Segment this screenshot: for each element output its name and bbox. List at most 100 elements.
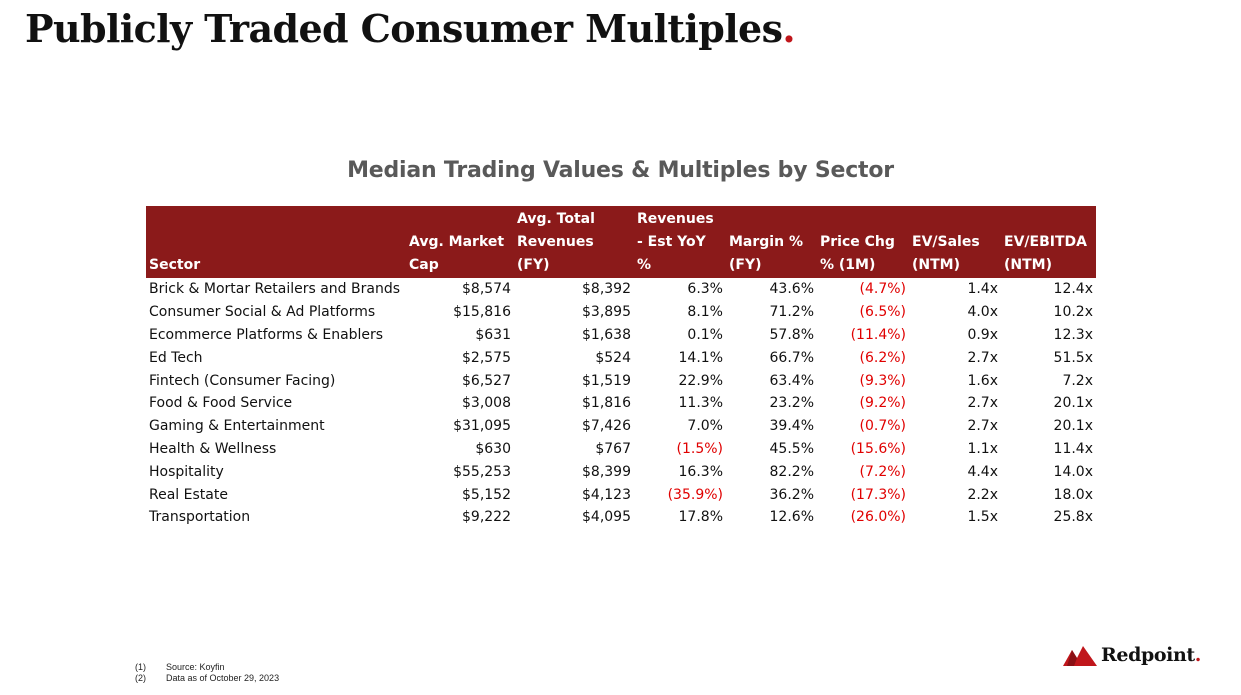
header-market-cap: Avg. Market Cap <box>406 206 514 278</box>
header-price-chg: Price Chg % (1M) <box>817 206 909 278</box>
cell-ev-sales: 1.5x <box>967 509 998 526</box>
cell-ev-ebitda: 7.2x <box>1062 372 1093 389</box>
cell-ev-ebitda: 11.4x <box>1053 440 1093 457</box>
cell-rev-yoy: (1.5%) <box>676 440 724 457</box>
cell-ev-sales: 1.6x <box>967 372 998 389</box>
cell-market-cap: $31,095 <box>453 418 511 435</box>
cell-margin: 39.4% <box>769 418 814 435</box>
cell-rev-yoy: 7.0% <box>687 418 723 435</box>
redpoint-mountain-icon <box>1063 646 1097 666</box>
table-row: Brick & Mortar Retailers and Brands $8,57… <box>146 278 1096 301</box>
table-row: Ed Tech $2,575 $524 14.1% 66.7% (6.2%) 2.7x 51.… <box>146 346 1096 369</box>
cell-rev-yoy: 22.9% <box>678 372 723 389</box>
cell-margin: 82.2% <box>769 463 814 480</box>
cell-market-cap: $9,222 <box>462 509 511 526</box>
table-header: Sector Avg. Market Cap Avg. Total Revenu… <box>146 206 1096 278</box>
footnote: (1) Source: Koyfin <box>135 662 279 673</box>
cell-price-chg: (9.3%) <box>859 372 907 389</box>
cell-market-cap: $15,816 <box>453 304 511 321</box>
title-accent-dot: . <box>782 6 796 51</box>
cell-rev-yoy: 11.3% <box>678 395 723 412</box>
cell-revenues: $767 <box>595 440 631 457</box>
cell-sector: Ecommerce Platforms & Enablers <box>149 326 384 343</box>
cell-market-cap: $55,253 <box>453 463 511 480</box>
header-ev-sales: EV/Sales (NTM) <box>909 206 1001 278</box>
logo-wordmark: Redpoint <box>1101 644 1195 666</box>
page-title: Publicly Traded Consumer Multiples. <box>25 6 796 51</box>
header-sector: Sector <box>146 206 406 278</box>
cell-ev-sales: 1.4x <box>967 281 998 298</box>
cell-rev-yoy: 6.3% <box>687 281 723 298</box>
cell-sector: Ed Tech <box>149 349 203 366</box>
cell-revenues: $1,638 <box>582 326 631 343</box>
table-row: Health & Wellness $630 $767 (1.5%) 45.5% (15.… <box>146 438 1096 461</box>
table-row: Consumer Social & Ad Platforms $15,816 $3,… <box>146 301 1096 324</box>
cell-ev-sales: 2.7x <box>967 418 998 435</box>
table-row: Gaming & Entertainment $31,095 $7,426 7.0% 3… <box>146 415 1096 438</box>
table-row: Food & Food Service $3,008 $1,816 11.3% 23.2… <box>146 392 1096 415</box>
logo-dot: . <box>1194 644 1202 666</box>
cell-ev-sales: 2.2x <box>967 486 998 503</box>
cell-market-cap: $3,008 <box>462 395 511 412</box>
cell-margin: 43.6% <box>769 281 814 298</box>
table-row: Fintech (Consumer Facing) $6,527 $1,519 22.… <box>146 369 1096 392</box>
cell-market-cap: $631 <box>475 326 511 343</box>
cell-price-chg: (9.2%) <box>859 395 907 412</box>
footnotes: (1) Source: Koyfin (2) Data as of Octobe… <box>135 662 279 684</box>
cell-margin: 66.7% <box>769 349 814 366</box>
header-margin: Margin % (FY) <box>726 206 817 278</box>
cell-revenues: $1,816 <box>582 395 631 412</box>
cell-rev-yoy: 16.3% <box>678 463 723 480</box>
cell-rev-yoy: 14.1% <box>678 349 723 366</box>
cell-revenues: $4,123 <box>582 486 631 503</box>
cell-sector: Transportation <box>149 509 251 526</box>
cell-ev-ebitda: 51.5x <box>1053 349 1093 366</box>
header-revenues: Avg. Total Revenues (FY) <box>514 206 634 278</box>
cell-ev-ebitda: 10.2x <box>1053 304 1093 321</box>
cell-margin: 23.2% <box>769 395 814 412</box>
cell-margin: 63.4% <box>769 372 814 389</box>
cell-sector: Food & Food Service <box>149 395 293 412</box>
footnote: (2) Data as of October 29, 2023 <box>135 673 279 684</box>
cell-rev-yoy: (35.9%) <box>667 486 723 503</box>
footnote-number: (1) <box>135 662 146 672</box>
cell-revenues: $8,392 <box>582 281 631 298</box>
cell-ev-ebitda: 20.1x <box>1053 395 1093 412</box>
cell-ev-sales: 4.4x <box>967 463 998 480</box>
header-ev-ebitda: EV/EBITDA (NTM) <box>1001 206 1096 278</box>
cell-ev-ebitda: 12.4x <box>1053 281 1093 298</box>
cell-rev-yoy: 0.1% <box>687 326 723 343</box>
cell-price-chg: (15.6%) <box>850 440 906 457</box>
cell-rev-yoy: 17.8% <box>678 509 723 526</box>
cell-ev-sales: 0.9x <box>967 326 998 343</box>
cell-revenues: $1,519 <box>582 372 631 389</box>
cell-market-cap: $6,527 <box>462 372 511 389</box>
page-title-text: Publicly Traded Consumer Multiples <box>25 6 783 51</box>
cell-revenues: $7,426 <box>582 418 631 435</box>
cell-revenues: $3,895 <box>582 304 631 321</box>
table-row: Hospitality $55,253 $8,399 16.3% 82.2% (7.2%)… <box>146 460 1096 483</box>
table-row: Real Estate $5,152 $4,123 (35.9%) 36.2% (17.3… <box>146 483 1096 506</box>
cell-market-cap: $5,152 <box>462 486 511 503</box>
cell-rev-yoy: 8.1% <box>687 304 723 321</box>
table-row: Ecommerce Platforms & Enablers $631 $1,638… <box>146 324 1096 347</box>
cell-market-cap: $630 <box>475 440 511 457</box>
cell-sector: Brick & Mortar Retailers and Brands <box>149 281 401 298</box>
cell-sector: Consumer Social & Ad Platforms <box>149 304 376 321</box>
cell-ev-ebitda: 12.3x <box>1053 326 1093 343</box>
cell-ev-sales: 4.0x <box>967 304 998 321</box>
cell-revenues: $8,399 <box>582 463 631 480</box>
cell-sector: Real Estate <box>149 486 228 503</box>
cell-ev-ebitda: 14.0x <box>1053 463 1093 480</box>
cell-price-chg: (6.5%) <box>859 304 907 321</box>
cell-margin: 71.2% <box>769 304 814 321</box>
cell-ev-ebitda: 25.8x <box>1053 509 1093 526</box>
cell-ev-ebitda: 20.1x <box>1053 418 1093 435</box>
cell-ev-ebitda: 18.0x <box>1053 486 1093 503</box>
table-title: Median Trading Values & Multiples by Sec… <box>347 158 894 183</box>
cell-ev-sales: 2.7x <box>967 395 998 412</box>
cell-market-cap: $8,574 <box>462 281 511 298</box>
redpoint-logo: Redpoint. <box>1063 642 1201 668</box>
cell-margin: 12.6% <box>769 509 814 526</box>
cell-price-chg: (26.0%) <box>850 509 906 526</box>
